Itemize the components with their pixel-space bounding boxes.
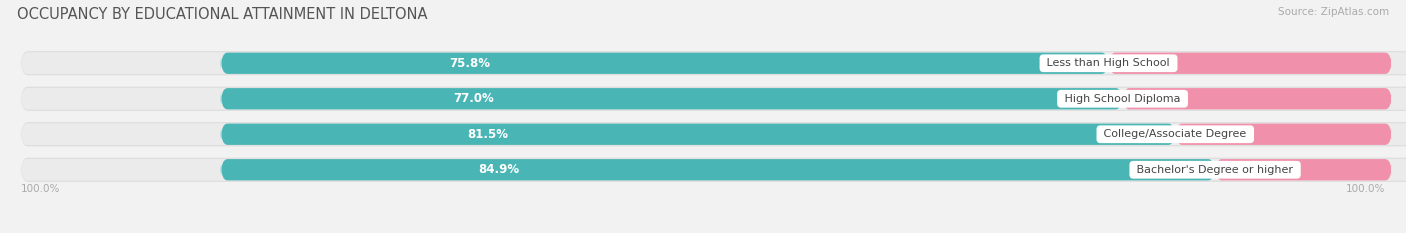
Text: 84.9%: 84.9% — [478, 163, 520, 176]
Text: 75.8%: 75.8% — [449, 57, 489, 70]
FancyBboxPatch shape — [1215, 159, 1392, 180]
FancyBboxPatch shape — [1108, 53, 1392, 74]
Text: OCCUPANCY BY EDUCATIONAL ATTAINMENT IN DELTONA: OCCUPANCY BY EDUCATIONAL ATTAINMENT IN D… — [17, 7, 427, 22]
Text: Less than High School: Less than High School — [1043, 58, 1174, 68]
FancyBboxPatch shape — [21, 122, 1406, 146]
Text: Source: ZipAtlas.com: Source: ZipAtlas.com — [1278, 7, 1389, 17]
FancyBboxPatch shape — [21, 123, 1406, 145]
Text: 81.5%: 81.5% — [468, 128, 509, 141]
FancyBboxPatch shape — [221, 123, 1175, 145]
FancyBboxPatch shape — [21, 158, 1406, 182]
FancyBboxPatch shape — [221, 53, 1108, 74]
FancyBboxPatch shape — [21, 87, 1406, 111]
Text: 100.0%: 100.0% — [1346, 184, 1385, 194]
FancyBboxPatch shape — [221, 159, 1215, 180]
Text: High School Diploma: High School Diploma — [1062, 94, 1184, 104]
FancyBboxPatch shape — [221, 88, 1122, 110]
Text: 100.0%: 100.0% — [21, 184, 60, 194]
Text: College/Associate Degree: College/Associate Degree — [1101, 129, 1250, 139]
FancyBboxPatch shape — [21, 52, 1406, 74]
FancyBboxPatch shape — [21, 159, 1406, 181]
Text: Bachelor's Degree or higher: Bachelor's Degree or higher — [1133, 165, 1296, 175]
FancyBboxPatch shape — [1175, 123, 1392, 145]
Text: 77.0%: 77.0% — [453, 92, 494, 105]
FancyBboxPatch shape — [21, 88, 1406, 110]
FancyBboxPatch shape — [21, 51, 1406, 75]
FancyBboxPatch shape — [1122, 88, 1392, 110]
